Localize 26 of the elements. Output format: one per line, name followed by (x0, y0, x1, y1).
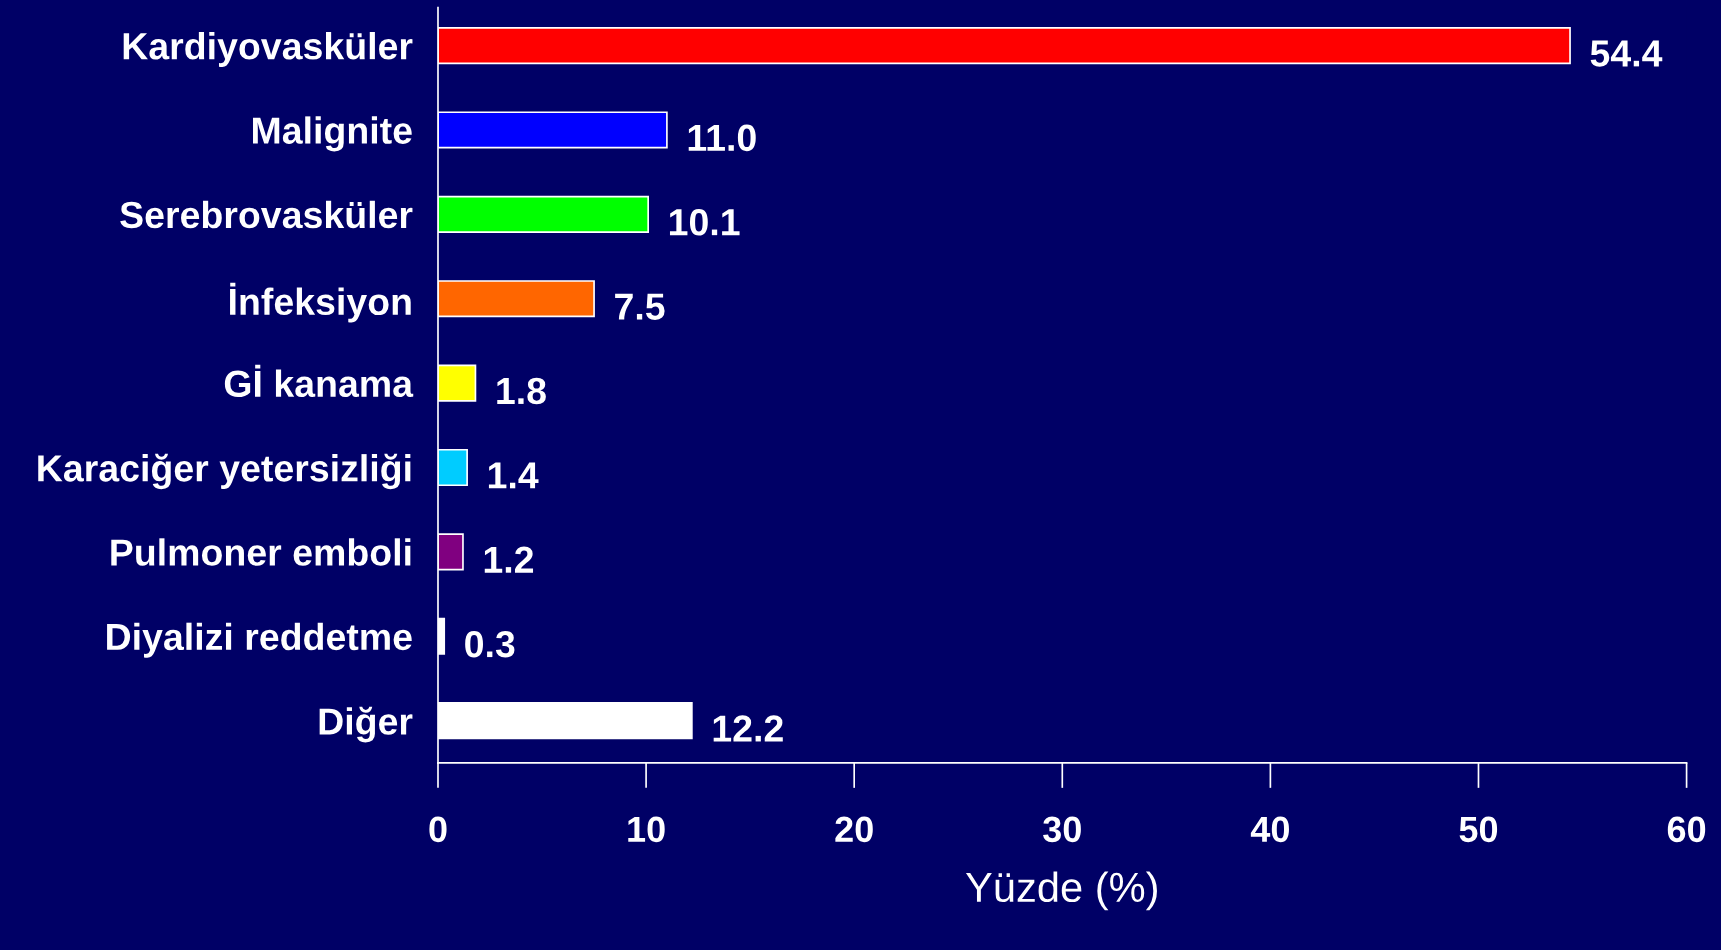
x-tick-label: 10 (628, 816, 665, 843)
x-axis-title: Yüzde (%) (965, 871, 1157, 911)
data-label: 0.3 (465, 630, 515, 658)
data-label: 10.1 (669, 208, 740, 236)
x-tick-label: 30 (1043, 816, 1081, 843)
data-label: 12.2 (713, 715, 783, 742)
x-tick-label: 50 (1459, 816, 1498, 843)
y-tick-label: Malignite (253, 116, 412, 152)
y-tick-label: Karaciğer yetersizliği (38, 453, 411, 490)
data-label: 11.0 (688, 124, 756, 152)
data-label: 7.5 (615, 293, 665, 320)
x-tick-label: 40 (1250, 816, 1289, 843)
y-tick-label: Diyalizi reddetme (107, 622, 412, 658)
y-tick-label: Pulmoner emboli (111, 538, 411, 566)
x-tick-label: 60 (1667, 816, 1706, 843)
data-label: 54.4 (1590, 40, 1663, 67)
y-tick-label: Diğer (319, 706, 413, 743)
x-tick-label: 20 (835, 816, 873, 843)
data-label: 1.2 (484, 546, 534, 573)
data-label: 1.4 (488, 462, 539, 489)
y-tick-label: Kardiyovasküler (123, 31, 413, 67)
y-tick-label: İnfeksiyon (230, 282, 411, 323)
y-tick-label: Serebrovasküler (120, 200, 413, 229)
x-tick-label: 0 (429, 816, 447, 843)
y-tick-label: Gİ kanama (224, 364, 414, 398)
data-label: 1.8 (497, 377, 546, 405)
